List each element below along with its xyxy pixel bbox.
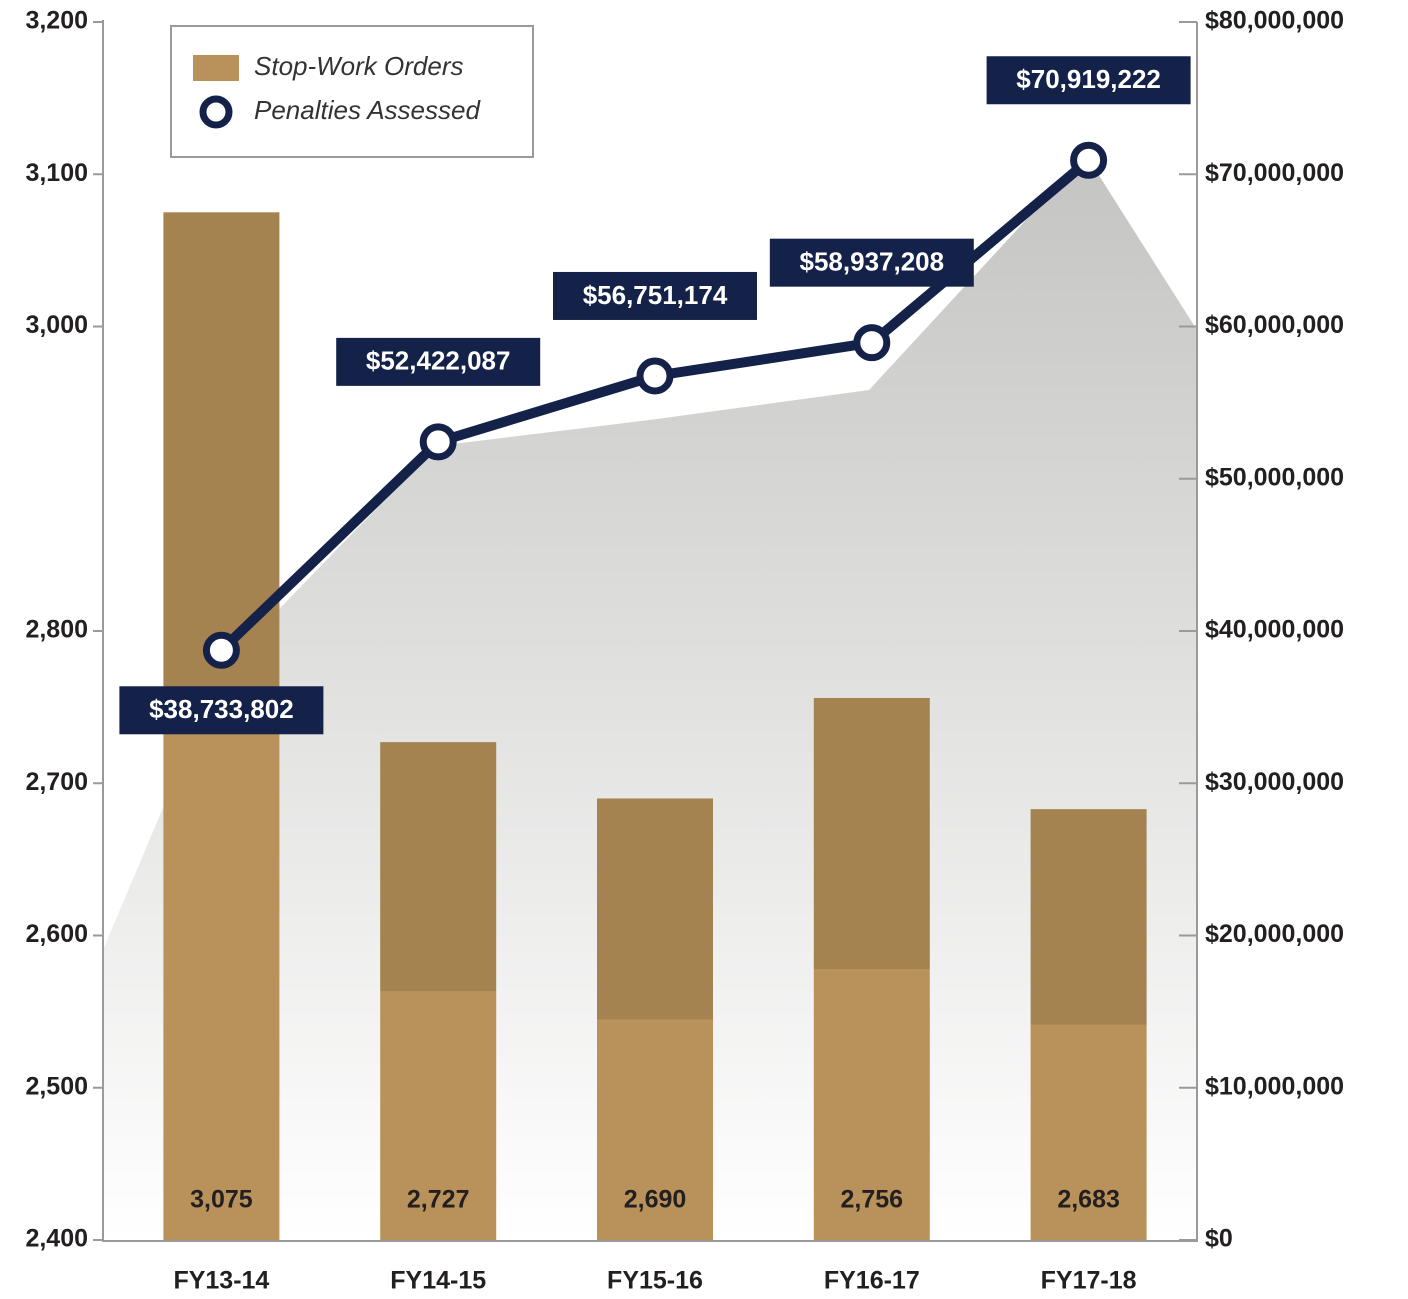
x-tick-label: FY17-18 xyxy=(1041,1267,1137,1295)
bar-label: 2,727 xyxy=(407,1186,470,1214)
y-tick-label: 3,100 xyxy=(25,159,88,187)
value-label-box xyxy=(336,337,541,386)
bar xyxy=(813,697,930,1240)
bar xyxy=(380,742,497,1240)
x-tick-label: FY15-16 xyxy=(607,1267,703,1295)
line-point xyxy=(853,324,891,362)
legend-label: Stop-Work Orders xyxy=(254,51,464,81)
y-tick-label: 3,200 xyxy=(25,7,88,35)
y-tick-label: 2,400 xyxy=(25,1225,88,1253)
value-label-box xyxy=(769,238,974,287)
bar xyxy=(1030,809,1147,1240)
legend-marker xyxy=(199,95,233,129)
y2-tick-label: $80,000,000 xyxy=(1205,7,1344,35)
bar-shade xyxy=(380,742,497,992)
y-tick-label: 2,500 xyxy=(25,1072,88,1100)
value-label: $70,919,222 xyxy=(1016,64,1161,94)
value-label: $58,937,208 xyxy=(800,247,945,277)
bar-label: 2,690 xyxy=(624,1186,687,1214)
line-point xyxy=(202,631,240,669)
y2-tick-label: $70,000,000 xyxy=(1205,159,1344,187)
x-tick-label: FY13-14 xyxy=(173,1267,269,1295)
bar-label: 2,756 xyxy=(841,1186,904,1214)
bar-label: 3,075 xyxy=(190,1186,253,1214)
y2-tick-label: $20,000,000 xyxy=(1205,920,1344,948)
y-tick-label: 2,800 xyxy=(25,616,88,644)
value-label-box xyxy=(553,271,757,320)
y-tick-label: 2,600 xyxy=(25,920,88,948)
y2-tick-label: $10,000,000 xyxy=(1205,1072,1344,1100)
y2-tick-label: $0 xyxy=(1205,1225,1233,1253)
legend xyxy=(170,25,534,158)
legend-label: Penalties Assessed xyxy=(254,95,481,125)
legend-swatch xyxy=(193,55,239,81)
line-point xyxy=(1070,141,1108,179)
value-label-box xyxy=(119,686,324,735)
value-label: $52,422,087 xyxy=(366,346,511,376)
bar xyxy=(597,798,713,1240)
y2-tick-label: $60,000,000 xyxy=(1205,311,1344,339)
bar-label: 2,683 xyxy=(1057,1186,1120,1214)
bar-shade xyxy=(1030,809,1147,1025)
value-label: $38,733,802 xyxy=(149,694,294,724)
bar-shade xyxy=(813,697,930,969)
y-tick-label: 3,000 xyxy=(25,311,88,339)
y2-tick-label: $40,000,000 xyxy=(1205,616,1344,644)
bar-shade xyxy=(597,798,713,1020)
x-tick-label: FY14-15 xyxy=(390,1267,486,1295)
y-tick-label: 2,700 xyxy=(25,768,88,796)
value-label: $56,751,174 xyxy=(583,280,728,310)
line-point xyxy=(419,423,457,461)
y2-tick-label: $50,000,000 xyxy=(1205,463,1344,491)
y2-tick-label: $30,000,000 xyxy=(1205,768,1344,796)
line-point xyxy=(636,357,674,395)
x-tick-label: FY16-17 xyxy=(824,1267,920,1295)
value-label-box xyxy=(986,56,1191,105)
